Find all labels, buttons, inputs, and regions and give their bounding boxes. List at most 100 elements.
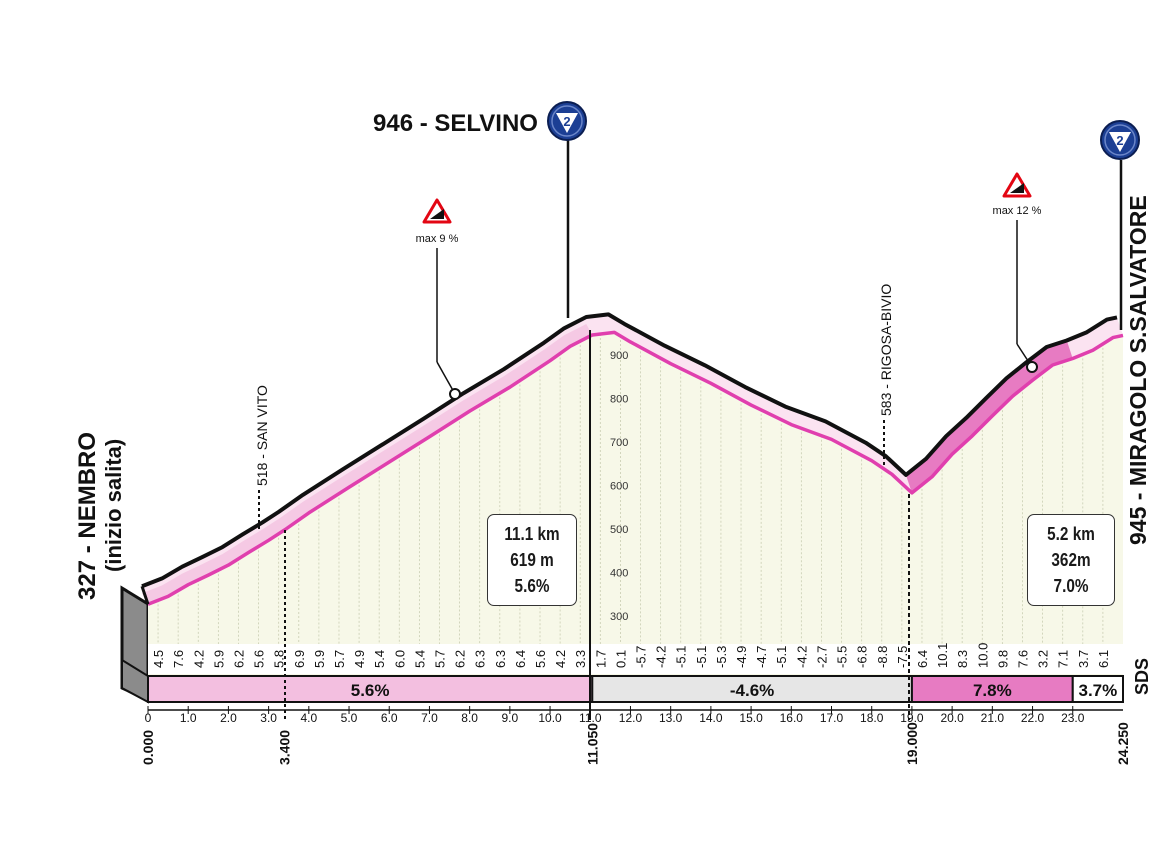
gradient-value: 4.9 <box>352 650 367 668</box>
gradient-value: -6.8 <box>855 646 870 668</box>
gpm-badge-2-number: 2 <box>1116 133 1123 148</box>
km-tick-label: 3.0 <box>260 711 277 725</box>
max-gradient-1-dot <box>449 388 461 400</box>
y-tick-label: 600 <box>610 481 628 493</box>
km-tick-label: 8.0 <box>461 711 478 725</box>
max-gradient-1-label: max 9 % <box>416 233 459 245</box>
gradient-value: 6.4 <box>513 650 528 668</box>
km-tick-label: 5.0 <box>341 711 358 725</box>
start-label: 327 - NEMBRO (inizio salita) <box>74 432 126 600</box>
sector-segment <box>1071 675 1125 703</box>
max-gradient-marker-2: max 12 % <box>993 172 1042 373</box>
max-gradient-2-label: max 12 % <box>993 205 1042 217</box>
y-tick-label: 900 <box>610 350 628 362</box>
gradient-value: 4.2 <box>553 650 568 668</box>
gradient-value: 4.5 <box>151 650 166 668</box>
gradient-value: 6.3 <box>473 650 488 668</box>
gradient-value: 5.6 <box>533 650 548 668</box>
gradient-value: 3.3 <box>573 650 588 668</box>
gpm-badge-2: 2 <box>1100 120 1140 160</box>
key-distance-label: 24.250 <box>1115 722 1131 765</box>
km-tick-label: 14.0 <box>699 711 723 725</box>
gradient-value: 5.9 <box>211 650 226 668</box>
km-tick-label: 9.0 <box>502 711 519 725</box>
gradient-value: 6.0 <box>392 650 407 668</box>
gradient-value: 5.8 <box>272 650 287 668</box>
gpm-badge-1-number: 2 <box>563 114 570 129</box>
gradient-value: -7.5 <box>895 646 910 668</box>
gradient-value: 9.8 <box>995 650 1010 668</box>
km-tick-label: 17.0 <box>820 711 844 725</box>
gradient-value: 4.2 <box>191 650 206 668</box>
start-label-line2: (inizio salita) <box>101 439 126 572</box>
sector-segment <box>910 675 1074 703</box>
gradient-row-bg <box>148 644 1123 674</box>
summit1-label: 946 - SELVINO <box>373 110 538 137</box>
rigosa-label: 583 - RIGOSA-BIVIO <box>878 284 894 416</box>
gradient-value: 7.1 <box>1056 650 1071 668</box>
key-distance-label: 3.400 <box>277 730 293 765</box>
gradient-value: 8.3 <box>955 650 970 668</box>
san-vito-label: 518 - SAN VITO <box>254 385 270 486</box>
y-tick-label: 400 <box>610 568 628 580</box>
gradient-value: 0.1 <box>613 650 628 668</box>
gradient-value: -4.2 <box>794 646 809 668</box>
brand-mark: SDS <box>1132 658 1152 695</box>
sector-label: 7.8% <box>973 681 1012 700</box>
gradient-value: 1.7 <box>593 650 608 668</box>
y-tick-label: 500 <box>610 524 628 536</box>
profile-ridge-outline <box>141 312 1118 589</box>
key-distance-label: 11.050 <box>584 723 600 765</box>
gradient-value: 5.9 <box>312 650 327 668</box>
km-tick-label: 10.0 <box>538 711 562 725</box>
km-tick-label: 19.0 <box>900 711 924 725</box>
profile-area-fill <box>148 332 1123 676</box>
gradient-value: -2.7 <box>814 646 829 668</box>
climb1-stats-box: 11.1 km 619 m 5.6% <box>487 514 577 606</box>
gradient-value: -4.2 <box>654 646 669 668</box>
gradient-value: -5.1 <box>674 646 689 668</box>
gradient-value: -8.8 <box>875 646 890 668</box>
sector-side <box>121 658 149 704</box>
gradient-value: 5.6 <box>252 650 267 668</box>
km-tick-label: 2.0 <box>220 711 237 725</box>
km-tick-label: 16.0 <box>780 711 804 725</box>
gradient-value: 10.0 <box>975 643 990 668</box>
gradient-value: -5.7 <box>634 646 649 668</box>
km-tick-label: 13.0 <box>659 711 683 725</box>
gradient-value: -5.3 <box>714 646 729 668</box>
gradient-value: 7.6 <box>1015 650 1030 668</box>
gradient-value: 5.7 <box>332 650 347 668</box>
key-distance-label: 0.000 <box>140 730 156 765</box>
y-tick-label: 800 <box>610 394 628 406</box>
climb2-gradient: 7.0% <box>1053 576 1089 596</box>
gradient-value: 6.2 <box>453 650 468 668</box>
y-tick-label: 700 <box>610 437 628 449</box>
km-tick-label: 21.0 <box>981 711 1005 725</box>
profile-climb1-ribbon <box>142 323 593 605</box>
sector-label: 5.6% <box>351 681 390 700</box>
gradient-value: 6.9 <box>292 650 307 668</box>
km-tick-label: 4.0 <box>300 711 317 725</box>
gradient-value: 5.4 <box>412 650 427 668</box>
km-tick-label: 7.0 <box>421 711 438 725</box>
y-tick-label: 300 <box>610 611 628 623</box>
climb1-gain: 619 m <box>510 550 554 570</box>
km-tick-label: 15.0 <box>739 711 763 725</box>
start-label-line1: 327 - NEMBRO <box>74 432 101 600</box>
climb2-gain: 362m <box>1051 550 1091 570</box>
gradient-value: 5.4 <box>372 650 387 668</box>
gradient-value: -5.1 <box>694 646 709 668</box>
km-tick-label: 18.0 <box>860 711 884 725</box>
max-gradient-2-dot <box>1026 361 1038 373</box>
gradient-value: 5.7 <box>432 650 447 668</box>
km-tick-label: 20.0 <box>940 711 964 725</box>
profile-start-edge <box>140 585 150 605</box>
gradient-value: 3.7 <box>1076 650 1091 668</box>
sector-label: -4.6% <box>730 681 774 700</box>
summit2-label: 945 - MIRAGOLO S.SALVATORE <box>1125 195 1151 545</box>
km-tick-label: 22.0 <box>1021 711 1045 725</box>
slope-glyph-icon <box>430 209 444 219</box>
km-tick-label: 6.0 <box>381 711 398 725</box>
